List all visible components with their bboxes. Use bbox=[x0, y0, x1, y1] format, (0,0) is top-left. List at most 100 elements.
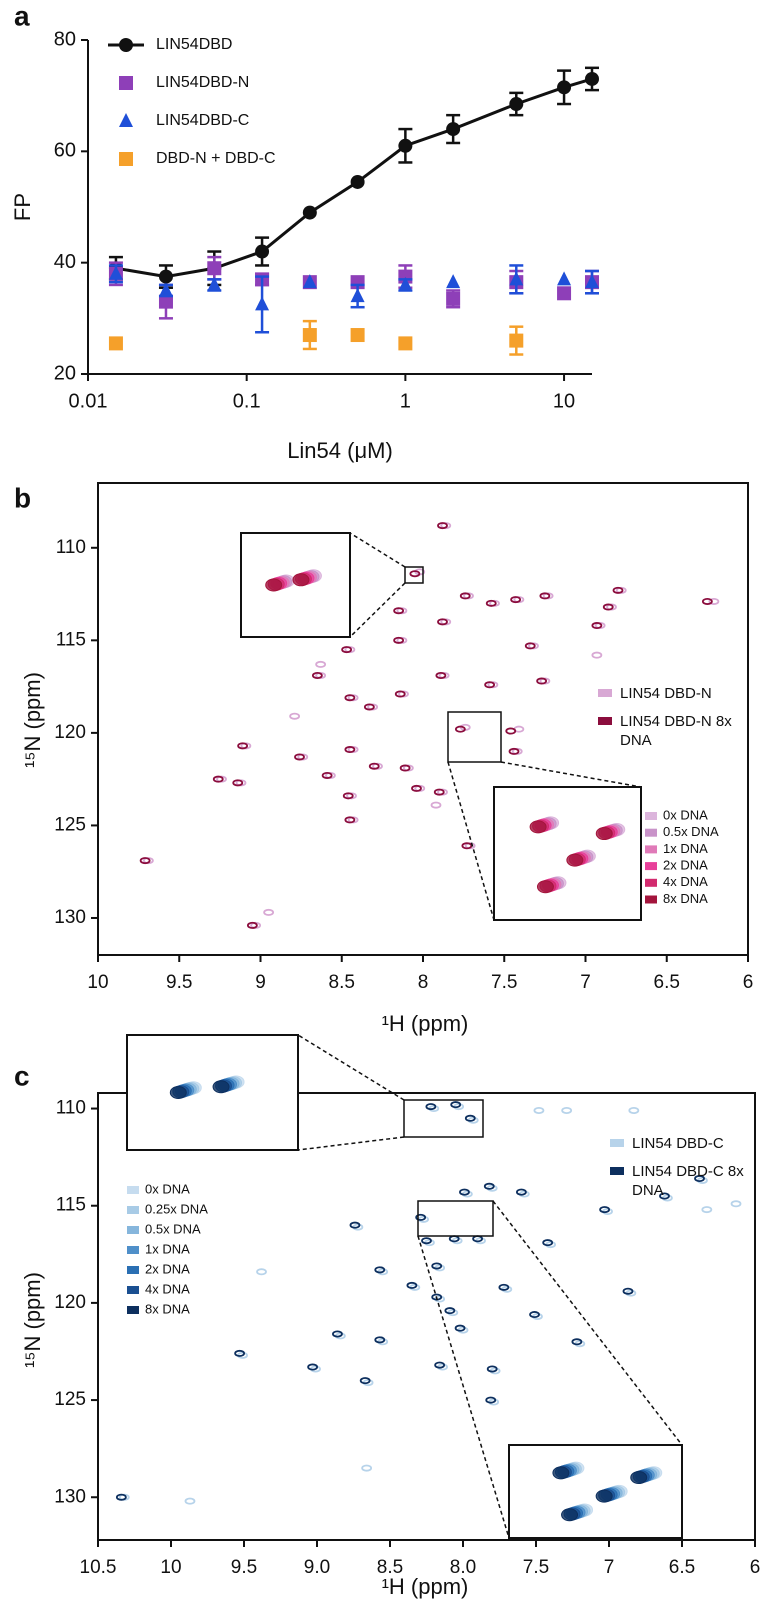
marker bbox=[446, 122, 461, 137]
marker bbox=[398, 138, 413, 153]
inset-peak bbox=[566, 853, 584, 867]
inset-peak bbox=[536, 880, 554, 894]
x-tick-label: 7.5 bbox=[491, 972, 517, 993]
marker bbox=[158, 294, 173, 309]
peak bbox=[622, 1287, 634, 1295]
zoom-line bbox=[492, 1200, 683, 1446]
peak bbox=[232, 779, 244, 787]
x-tick-label: 0.01 bbox=[69, 390, 108, 412]
peak bbox=[498, 1283, 510, 1291]
marker bbox=[158, 282, 173, 297]
marker bbox=[302, 328, 317, 343]
x-tick-label: 9.5 bbox=[166, 972, 192, 993]
legend-entry: LIN54 DBD-C 8x DNA bbox=[610, 1162, 760, 1200]
zoom-box bbox=[447, 711, 502, 763]
marker bbox=[350, 174, 365, 189]
inset-peak bbox=[595, 1489, 613, 1503]
y-tick-label: 120 bbox=[54, 1292, 86, 1313]
y-tick-label: 20 bbox=[54, 362, 76, 384]
peak bbox=[701, 597, 713, 605]
marker bbox=[585, 71, 599, 86]
peak bbox=[461, 842, 473, 850]
marker bbox=[158, 269, 173, 284]
x-tick-label: 8.5 bbox=[377, 1557, 403, 1578]
inset-peak bbox=[292, 573, 310, 587]
peak bbox=[234, 1349, 246, 1357]
peak bbox=[341, 646, 353, 654]
peak bbox=[246, 921, 258, 929]
peak bbox=[659, 1192, 670, 1200]
y-tick-label: 110 bbox=[56, 1098, 86, 1119]
peak bbox=[524, 642, 536, 650]
peak bbox=[409, 570, 421, 578]
peak bbox=[599, 1206, 611, 1214]
panel-label: a bbox=[14, 0, 30, 31]
peak bbox=[359, 1377, 371, 1385]
peak bbox=[505, 727, 517, 735]
y-tick-label: 115 bbox=[56, 1195, 86, 1216]
y-tick-label: 125 bbox=[54, 814, 86, 835]
legend-label: LIN54 DBD-N bbox=[620, 685, 712, 702]
peak bbox=[486, 1365, 498, 1373]
inset-legend-swatch bbox=[127, 1186, 139, 1194]
legend-label: LIN54DBD-N bbox=[156, 74, 249, 91]
inset-legend-swatch bbox=[127, 1286, 139, 1294]
y-tick-label: 110 bbox=[56, 537, 86, 558]
marker bbox=[509, 271, 524, 286]
peak bbox=[421, 1237, 432, 1245]
peak bbox=[321, 771, 333, 779]
x-tick-label: 7 bbox=[604, 1557, 615, 1578]
marker bbox=[557, 80, 572, 95]
panel-label: b bbox=[14, 482, 31, 513]
inset-legend-swatch bbox=[127, 1306, 139, 1314]
legend-label: DBD-N + DBD-C bbox=[156, 150, 276, 167]
x-tick-label: 8.5 bbox=[329, 972, 355, 993]
peak bbox=[237, 742, 249, 750]
peak bbox=[184, 1497, 196, 1505]
peak bbox=[437, 522, 448, 530]
peak bbox=[289, 712, 301, 720]
x-tick-label: 6.5 bbox=[654, 972, 680, 993]
peak bbox=[374, 1336, 386, 1344]
inset-legend-label: 0x DNA bbox=[663, 807, 708, 822]
peak bbox=[730, 1200, 742, 1208]
peak bbox=[435, 672, 447, 680]
inset-legend-swatch bbox=[645, 828, 657, 837]
peak bbox=[363, 703, 375, 711]
peak bbox=[406, 1281, 418, 1289]
peak bbox=[701, 1206, 713, 1214]
peak bbox=[561, 1106, 573, 1114]
inset-legend-swatch bbox=[127, 1266, 139, 1274]
peak bbox=[342, 792, 354, 800]
peak bbox=[591, 622, 603, 630]
inset-legend-label: 0.5x DNA bbox=[145, 1221, 201, 1236]
legend-swatch bbox=[598, 717, 612, 725]
peak bbox=[344, 694, 356, 702]
peak bbox=[368, 762, 380, 770]
peak bbox=[591, 651, 603, 659]
zoom-line bbox=[349, 582, 406, 638]
peak bbox=[485, 599, 497, 607]
legend-label: LIN54DBD-C bbox=[156, 112, 249, 129]
zoom-line bbox=[297, 1034, 405, 1101]
x-axis-title: ¹H (ppm) bbox=[382, 1574, 469, 1599]
marker bbox=[119, 152, 133, 166]
peak bbox=[307, 1363, 319, 1371]
inset-legend-swatch bbox=[645, 812, 657, 820]
legend-swatch bbox=[610, 1139, 624, 1147]
inset-peak bbox=[561, 1508, 579, 1522]
zoom-line bbox=[447, 761, 495, 921]
peak bbox=[139, 857, 151, 865]
peak bbox=[484, 681, 496, 689]
y-tick-label: 60 bbox=[54, 140, 76, 162]
peak bbox=[542, 1239, 554, 1247]
peak bbox=[430, 801, 442, 809]
y-tick-label: 120 bbox=[54, 722, 86, 743]
peak bbox=[311, 672, 323, 680]
peak bbox=[694, 1175, 705, 1183]
inset-peak bbox=[265, 578, 283, 592]
peak bbox=[374, 1266, 386, 1274]
marker bbox=[557, 271, 572, 286]
